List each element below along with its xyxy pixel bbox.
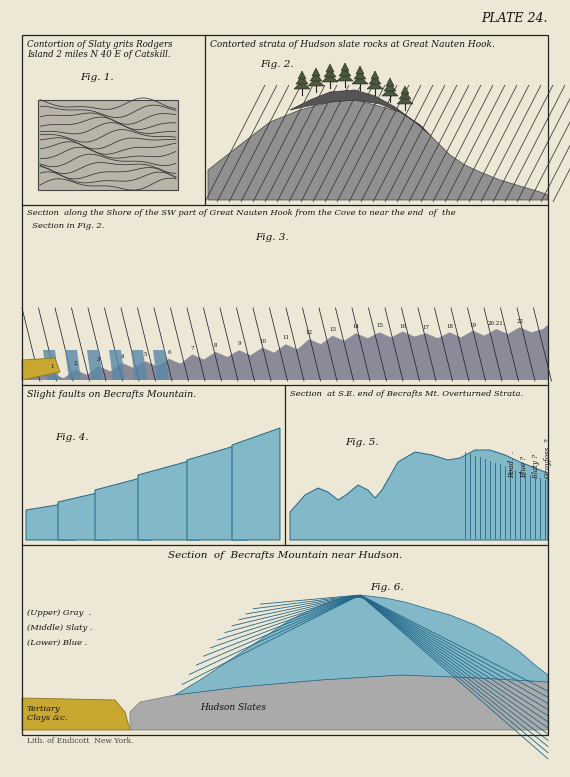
Text: 6: 6 — [167, 350, 170, 355]
Text: Lith. of Endicott  New York.: Lith. of Endicott New York. — [27, 737, 133, 745]
Polygon shape — [326, 64, 334, 72]
Text: Section  along the Shore of the SW part of Great Nauten Hook from the Cove to ne: Section along the Shore of the SW part o… — [27, 209, 456, 217]
Polygon shape — [382, 88, 398, 96]
Polygon shape — [298, 71, 306, 79]
Text: Slight faults on Becrafts Mountain.: Slight faults on Becrafts Mountain. — [27, 390, 196, 399]
Text: Hudson Slates: Hudson Slates — [200, 703, 266, 712]
Bar — [38, 100, 178, 190]
Text: 9: 9 — [237, 341, 241, 347]
Text: Road.  .: Road. . — [508, 451, 516, 478]
Polygon shape — [130, 675, 548, 730]
Polygon shape — [310, 73, 322, 81]
Text: (Lower) Blue .: (Lower) Blue . — [27, 639, 87, 647]
Polygon shape — [290, 450, 548, 540]
Text: 10: 10 — [259, 339, 266, 343]
Polygon shape — [308, 78, 324, 86]
Polygon shape — [232, 428, 280, 540]
Polygon shape — [312, 68, 320, 76]
Polygon shape — [356, 66, 364, 74]
Polygon shape — [371, 71, 379, 79]
Text: Contortion of Slaty grits Rodgers
Island 2 miles N 40 E of Catskill.: Contortion of Slaty grits Rodgers Island… — [27, 40, 173, 59]
Polygon shape — [386, 78, 394, 86]
Text: 5: 5 — [144, 352, 147, 357]
Text: 13: 13 — [329, 327, 336, 332]
Text: Fig. 2.: Fig. 2. — [260, 60, 294, 69]
Text: Fig. 4.: Fig. 4. — [55, 433, 88, 442]
Polygon shape — [131, 350, 147, 380]
Text: Contorted strata of Hudson slate rocks at Great Nauten Hook.: Contorted strata of Hudson slate rocks a… — [210, 40, 495, 49]
Text: 8: 8 — [214, 343, 217, 348]
Text: 4: 4 — [120, 354, 124, 359]
Polygon shape — [95, 475, 152, 540]
Polygon shape — [324, 69, 336, 77]
Polygon shape — [87, 350, 103, 380]
Text: Fig. 3.: Fig. 3. — [255, 233, 288, 242]
Text: Section  of  Becrafts Mountain near Hudson.: Section of Becrafts Mountain near Hudson… — [168, 551, 402, 560]
Text: 19: 19 — [469, 322, 477, 328]
Polygon shape — [384, 83, 396, 91]
Text: (Upper) Gray  .: (Upper) Gray . — [27, 609, 91, 617]
Text: Section  at S.E. end of Becrafts Mt. Overturned Strata.: Section at S.E. end of Becrafts Mt. Over… — [290, 390, 523, 398]
Text: 7: 7 — [190, 346, 194, 350]
Polygon shape — [367, 81, 383, 89]
Text: 14: 14 — [352, 324, 360, 329]
Text: Tertiary
Clays &c.: Tertiary Clays &c. — [27, 705, 67, 722]
Polygon shape — [175, 595, 548, 695]
Text: 22: 22 — [516, 319, 523, 324]
Polygon shape — [339, 68, 351, 76]
Text: Grayfoss. ?: Grayfoss. ? — [544, 438, 552, 478]
Polygon shape — [341, 63, 349, 71]
Text: Blue ?: Blue ? — [520, 456, 528, 478]
Text: Section in Fig. 2.: Section in Fig. 2. — [27, 222, 104, 230]
Text: Fig. 6.: Fig. 6. — [370, 583, 404, 592]
Text: Fig. 1.: Fig. 1. — [80, 73, 113, 82]
Text: Slaty ?: Slaty ? — [532, 454, 540, 478]
Text: 16: 16 — [399, 323, 406, 329]
Polygon shape — [296, 76, 308, 84]
Text: Fig. 5.: Fig. 5. — [345, 438, 378, 447]
Polygon shape — [208, 100, 548, 200]
Polygon shape — [352, 76, 368, 84]
Polygon shape — [337, 73, 353, 81]
Polygon shape — [399, 91, 411, 99]
Text: 15: 15 — [376, 323, 383, 329]
Text: 3: 3 — [97, 357, 100, 362]
Text: 11: 11 — [282, 336, 290, 340]
Polygon shape — [138, 458, 200, 540]
Polygon shape — [58, 490, 110, 540]
Polygon shape — [109, 350, 125, 380]
Polygon shape — [187, 442, 248, 540]
Polygon shape — [290, 90, 430, 135]
Polygon shape — [153, 350, 169, 380]
Polygon shape — [354, 71, 366, 79]
Polygon shape — [397, 96, 413, 104]
Text: 18: 18 — [446, 325, 453, 329]
Text: 12: 12 — [306, 330, 313, 335]
Polygon shape — [22, 325, 548, 380]
Polygon shape — [22, 698, 130, 730]
Text: 1: 1 — [50, 364, 54, 369]
Polygon shape — [26, 502, 75, 540]
Polygon shape — [369, 76, 381, 84]
Text: 20.21.: 20.21. — [487, 321, 505, 326]
Polygon shape — [43, 350, 59, 380]
Polygon shape — [22, 358, 60, 380]
Text: 17: 17 — [422, 326, 430, 330]
Text: PLATE 24.: PLATE 24. — [482, 12, 548, 25]
Polygon shape — [65, 350, 81, 380]
Text: (Middle) Slaty .: (Middle) Slaty . — [27, 624, 92, 632]
Polygon shape — [294, 81, 310, 89]
Text: 2: 2 — [74, 361, 77, 366]
Polygon shape — [401, 86, 409, 94]
Polygon shape — [322, 74, 338, 82]
